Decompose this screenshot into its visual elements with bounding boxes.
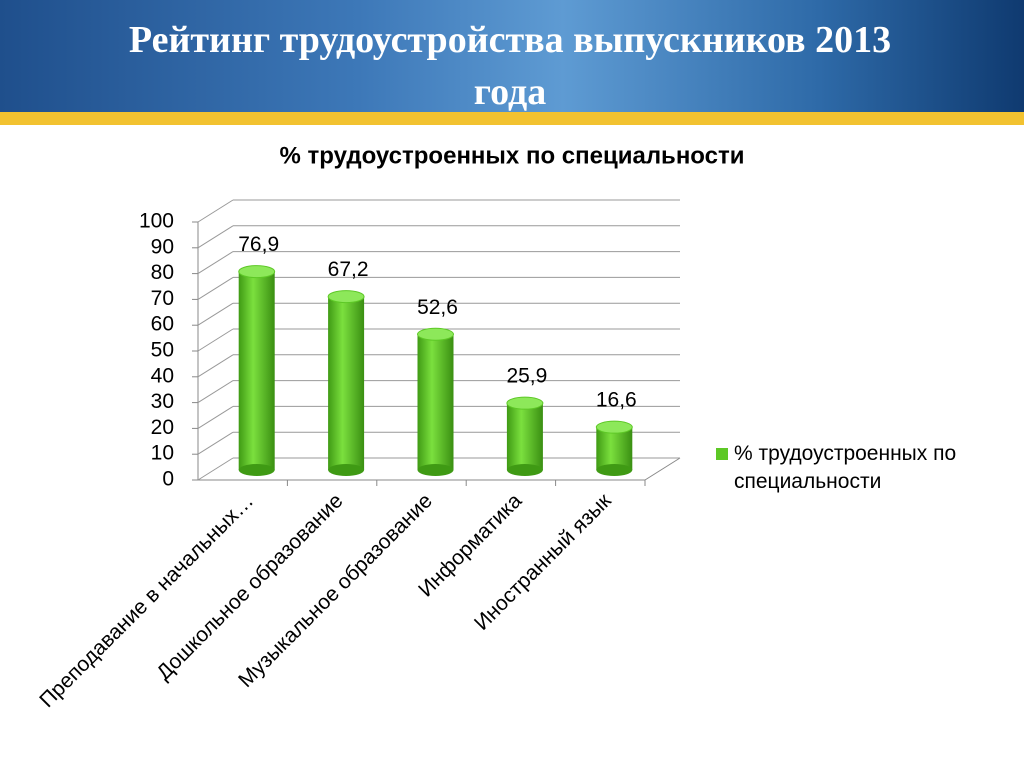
grid-line: [197, 457, 234, 481]
grid-line: [197, 276, 234, 300]
bar: [595, 420, 633, 476]
bar-body: [417, 334, 454, 470]
y-tick-label: 60: [151, 313, 174, 336]
bar-top: [417, 327, 454, 341]
grid-line: [197, 225, 234, 249]
value-label: 76,9: [238, 233, 279, 256]
grid-line: [197, 199, 234, 223]
y-tick-label: 20: [151, 416, 174, 439]
header-stripe: [0, 112, 1024, 125]
bar: [327, 290, 365, 476]
y-tick-label: 40: [151, 364, 174, 387]
bar-bottom: [417, 464, 454, 476]
x-tick-label: Дошкольное образование: [152, 489, 347, 684]
bar-bottom: [596, 464, 633, 476]
grid-line: [197, 328, 234, 352]
value-label: 16,6: [596, 389, 637, 412]
legend-label: % трудоустроенных по специальности: [734, 442, 957, 493]
bar-top: [506, 396, 544, 410]
bar-body: [506, 403, 543, 470]
header-banner: [0, 0, 1024, 112]
y-tick-label: 50: [151, 339, 174, 362]
bar: [417, 327, 454, 476]
grid-line: [197, 354, 234, 378]
bar-bottom: [328, 464, 365, 476]
grid-line: [197, 405, 234, 429]
value-label: 25,9: [506, 365, 547, 388]
bar-body: [596, 427, 633, 470]
bar-top: [327, 290, 365, 304]
grid-line: [197, 431, 234, 455]
bar: [238, 265, 276, 476]
y-tick-label: 10: [151, 442, 174, 465]
value-label: 52,6: [417, 296, 458, 319]
y-tick-label: 30: [151, 390, 174, 413]
bar-body: [238, 271, 275, 470]
legend-swatch: [716, 448, 728, 460]
bar-bottom: [506, 464, 543, 476]
y-tick-label: 70: [151, 287, 174, 310]
bar-top: [595, 420, 633, 434]
legend: % трудоустроенных по специальности: [712, 440, 1024, 496]
bar-body: [328, 296, 365, 470]
grid-line: [197, 302, 234, 326]
bar-top: [238, 265, 276, 279]
x-tick-label: Музыкальное образование: [234, 489, 437, 692]
chart-title: % трудоустроенных по специальности: [279, 142, 744, 169]
y-tick-label: 80: [151, 261, 174, 284]
grid-line: [197, 251, 234, 275]
bar-bottom: [238, 464, 275, 476]
value-label: 67,2: [328, 258, 369, 281]
y-tick-label: 0: [162, 468, 174, 491]
y-tick-label: 90: [151, 235, 174, 258]
bar: [506, 396, 544, 476]
slide-title: Рейтинг трудоустройства выпускников 2013…: [128, 19, 892, 113]
y-tick-label: 100: [139, 210, 174, 233]
floor-edge: [644, 457, 681, 481]
grid-line: [197, 380, 234, 404]
